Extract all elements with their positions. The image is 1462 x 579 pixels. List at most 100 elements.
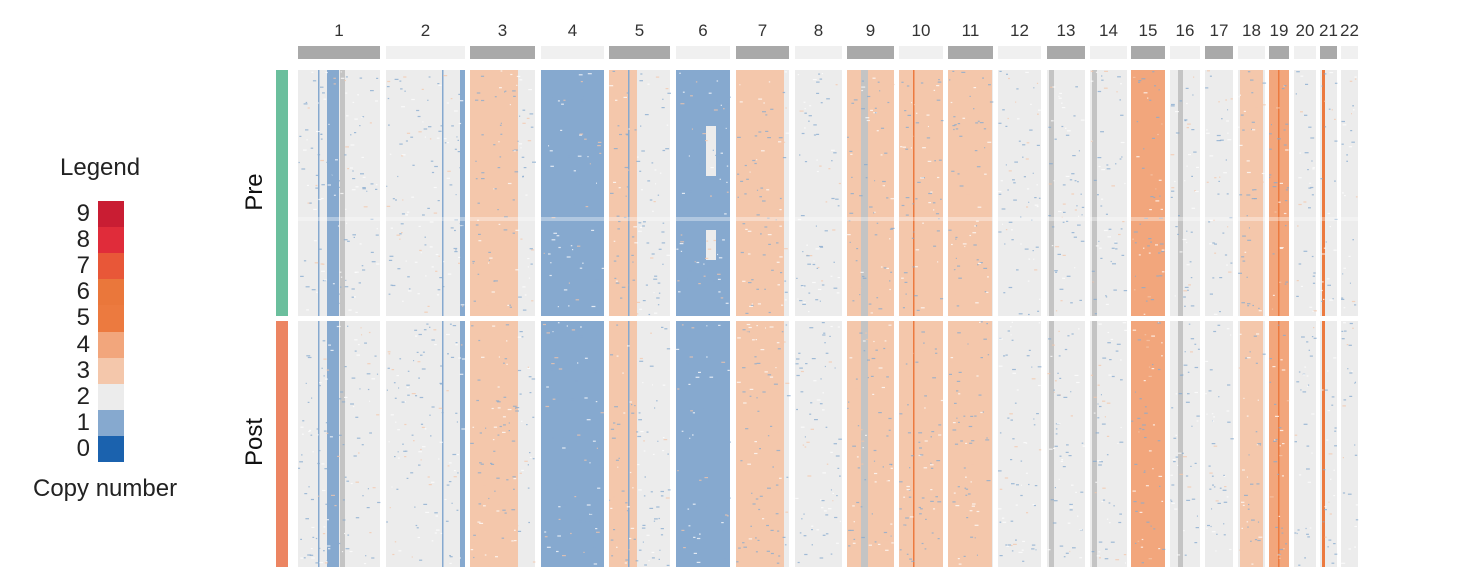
segment-pre-chr7 (736, 70, 784, 316)
noise-post-chr11-5 (967, 493, 971, 495)
noise-post-chr6-7 (707, 420, 710, 422)
noise-pre-chr12-59 (1029, 129, 1033, 131)
noise-pre-chr10-16 (902, 145, 906, 147)
noise-post-chr11-50 (963, 467, 966, 469)
noise-post-chr7-60 (752, 503, 756, 505)
noise-pre-chr10-8 (903, 272, 908, 274)
noise-post-chr2-92 (418, 377, 420, 379)
noise-pre-chr8-15 (809, 255, 813, 257)
noise-pre-chr3-80 (529, 113, 534, 115)
noise-post-chr11-52 (954, 404, 956, 406)
noise-pre-chr18-10 (1251, 198, 1256, 200)
noise-post-chr9-6 (861, 463, 864, 465)
noise-post-chr18-41 (1238, 367, 1241, 369)
noise-post-chr7-36 (749, 388, 754, 390)
noise-post-chr2-26 (391, 486, 393, 488)
noise-pre-chr17-4 (1228, 271, 1232, 273)
noise-post-chr1-71 (305, 518, 309, 520)
noise-post-chr12-40 (1026, 355, 1030, 357)
noise-post-chr12-2 (1031, 548, 1035, 550)
noise-post-chr4-85 (586, 323, 590, 325)
noise-post-chr1-22 (308, 430, 311, 433)
noise-post-chr6-68 (726, 515, 729, 517)
noise-pre-chr3-100 (475, 178, 478, 180)
noise-pre-chr15-8 (1159, 275, 1163, 277)
noise-post-chr1-130 (335, 343, 338, 345)
noise-pre-chr13-15 (1055, 310, 1058, 312)
noise-pre-chr12-19 (1022, 156, 1024, 158)
noise-pre-chr8-54 (835, 198, 839, 200)
noise-post-chr7-83 (745, 331, 749, 333)
noise-pre-chr5-64 (654, 312, 658, 314)
noise-pre-chr1-50 (344, 154, 347, 156)
noise-post-chr8-9 (825, 514, 829, 516)
noise-pre-chr8-74 (830, 275, 833, 277)
noise-post-chr1-73 (371, 557, 375, 559)
noise-post-chr8-48 (824, 342, 826, 344)
noise-pre-chr11-31 (949, 107, 952, 109)
noise-post-chr2-11 (404, 423, 407, 426)
noise-pre-chr6-24 (680, 103, 685, 105)
noise-post-chr11-68 (974, 537, 976, 539)
noise-post-chr6-40 (684, 417, 688, 419)
noise-post-chr11-59 (969, 442, 973, 444)
noise-pre-chr4-67 (558, 301, 560, 303)
noise-pre-chr2-7 (443, 75, 448, 77)
noise-post-chr5-72 (624, 562, 628, 564)
noise-post-chr8-73 (810, 402, 813, 404)
noise-post-chr1-33 (301, 433, 304, 435)
noise-pre-chr7-15 (778, 141, 782, 143)
noise-pre-chr3-10 (499, 124, 502, 126)
noise-post-chr10-66 (923, 342, 925, 344)
noise-post-chr1-76 (318, 450, 321, 452)
noise-pre-chr11-40 (973, 87, 977, 89)
noise-post-chr2-6 (453, 476, 457, 478)
noise-pre-chr9-50 (861, 86, 866, 88)
noise-post-chr1-109 (326, 369, 330, 371)
noise-pre-chr13-23 (1076, 205, 1078, 207)
noise-post-chr10-1 (903, 524, 907, 526)
noise-post-chr2-47 (419, 559, 423, 561)
noise-post-chr6-1 (698, 416, 701, 419)
noise-post-chr22-26 (1355, 519, 1359, 521)
noise-post-chr1-64 (300, 538, 302, 540)
noise-pre-chr1-127 (344, 286, 349, 288)
noise-pre-chr22-23 (1348, 255, 1351, 257)
noise-post-chr9-25 (874, 481, 877, 483)
noise-post-chr19-1 (1281, 369, 1286, 371)
noise-post-chr3-2 (495, 400, 500, 402)
noise-post-chr1-42 (312, 451, 314, 453)
noise-pre-chr1-14 (331, 300, 333, 302)
noise-post-chr8-19 (807, 475, 812, 477)
noise-post-chr16-0 (1185, 475, 1189, 477)
noise-post-chr22-22 (1349, 322, 1353, 325)
noise-post-chr8-62 (821, 507, 824, 509)
noise-post-chr10-15 (899, 481, 903, 483)
noise-pre-chr4-74 (556, 235, 560, 237)
noise-pre-chr2-61 (429, 246, 433, 248)
noise-pre-chr6-81 (678, 291, 681, 293)
noise-pre-chr7-65 (758, 131, 762, 133)
noise-pre-chr16-12 (1174, 180, 1176, 183)
noise-post-chr9-73 (873, 340, 875, 343)
noise-pre-chr3-72 (477, 202, 480, 204)
noise-pre-chr20-10 (1308, 207, 1311, 209)
legend-swatch-5 (98, 305, 124, 332)
noise-post-chr2-61 (426, 323, 429, 325)
noise-post-chr13-11 (1057, 372, 1059, 374)
noise-pre-chr9-52 (867, 95, 871, 98)
noise-pre-chr12-51 (1020, 216, 1022, 218)
noise-post-chr20-11 (1302, 374, 1306, 376)
noise-post-chr19-29 (1282, 548, 1285, 550)
noise-pre-chr2-54 (388, 293, 391, 295)
noise-pre-chr7-69 (740, 251, 744, 254)
noise-pre-chr11-35 (953, 128, 955, 131)
noise-post-chr18-16 (1252, 497, 1256, 499)
noise-pre-chr6-48 (722, 132, 724, 134)
noise-post-chr10-29 (905, 363, 908, 365)
noise-pre-chr6-28 (698, 283, 701, 285)
noise-post-chr14-35 (1123, 554, 1127, 556)
noise-pre-chr8-38 (804, 127, 806, 129)
noise-pre-chr17-2 (1209, 219, 1213, 221)
noise-pre-chr11-61 (975, 220, 979, 222)
